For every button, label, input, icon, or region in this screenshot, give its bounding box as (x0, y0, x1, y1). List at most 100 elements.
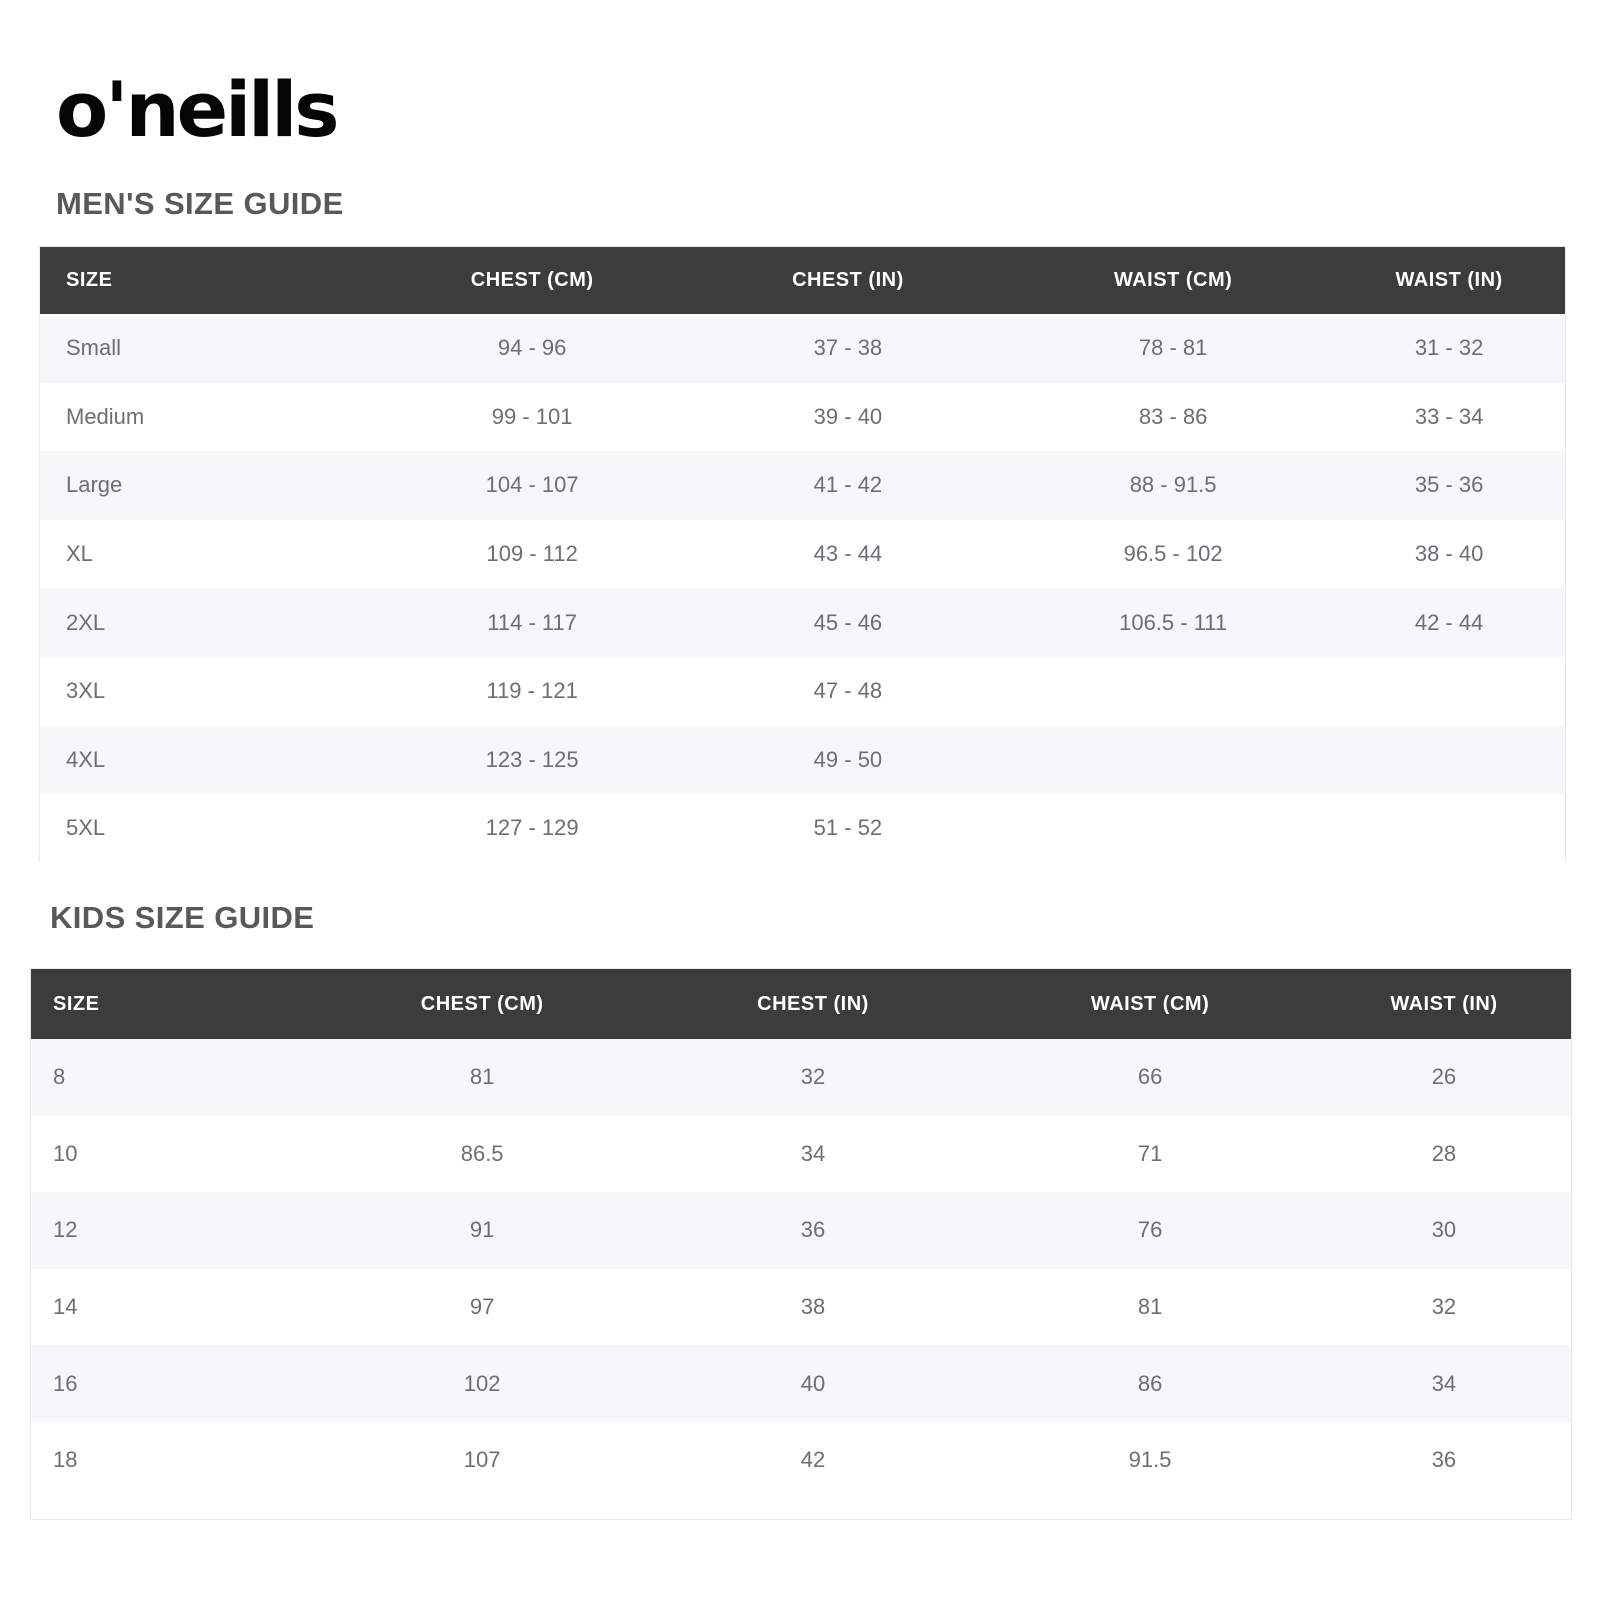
mens-size-table-card: SIZE CHEST (CM) CHEST (IN) WAIST (CM) WA… (39, 246, 1566, 863)
cell-chest-in: 39 - 40 (813, 403, 883, 429)
cell-waist-in: 31 - 32 (1414, 335, 1484, 361)
cell-chest-cm: 86.5 (460, 1140, 504, 1166)
kids-header-chest-cm: CHEST (CM) (323, 969, 655, 1039)
kids-table-body: 8 81 32 66 26 10 86.5 34 71 28 12 91 36 76 30 14 97 38… (31, 1039, 1571, 1499)
table-row: 10 86.5 34 71 28 (31, 1115, 1571, 1193)
table-row: 4XL 123 - 125 49 - 50 (40, 725, 1565, 795)
cell-size: 14 (53, 1294, 78, 1320)
cell-chest-cm: 114 - 117 (487, 609, 577, 635)
kids-header-chest-in: CHEST (IN) (654, 969, 988, 1039)
kids-header-waist-cm: WAIST (CM) (987, 969, 1317, 1039)
table-row: 12 91 36 76 30 (31, 1192, 1571, 1269)
cell-size: Large (66, 472, 123, 498)
cell-chest-cm: 102 (463, 1370, 501, 1396)
cell-waist-cm: 66 (1137, 1064, 1163, 1090)
kids-size-table-card: SIZE CHEST (CM) CHEST (IN) WAIST (CM) WA… (30, 968, 1572, 1520)
cell-size: 2XL (66, 609, 106, 635)
cell-size: Medium (66, 403, 145, 429)
cell-chest-cm: 94 - 96 (497, 335, 567, 361)
mens-size-guide-title: MEN'S SIZE GUIDE (56, 186, 344, 221)
table-row: 18 107 42 91.5 36 (31, 1421, 1571, 1499)
cell-chest-cm: 81 (469, 1064, 495, 1090)
cell-waist-cm: 78 - 81 (1138, 335, 1208, 361)
cell-waist-cm: 96.5 - 102 (1123, 541, 1223, 567)
cell-waist-in: 38 - 40 (1414, 541, 1484, 567)
cell-chest-in: 38 (800, 1294, 826, 1320)
table-row: Large 104 - 107 41 - 42 88 - 91.5 35 - 36 (40, 451, 1565, 520)
cell-waist-in: 42 - 44 (1414, 609, 1484, 635)
cell-chest-in: 47 - 48 (813, 678, 883, 704)
cell-size: 3XL (66, 678, 106, 704)
table-row: Medium 99 - 101 39 - 40 83 - 86 33 - 34 (40, 382, 1565, 452)
oneills-logo-text: o'neills (56, 65, 340, 154)
cell-waist-in: 36 (1431, 1447, 1457, 1473)
cell-size: 12 (53, 1217, 78, 1243)
cell-size: XL (66, 541, 93, 567)
cell-waist-in: 26 (1431, 1064, 1457, 1090)
table-row: 16 102 40 86 34 (31, 1345, 1571, 1422)
cell-chest-cm: 104 - 107 (485, 472, 579, 498)
cell-size: 8 (53, 1064, 66, 1090)
mens-table-body: Small 94 - 96 37 - 38 78 - 81 31 - 32 Medium… (40, 314, 1565, 863)
cell-waist-cm: 83 - 86 (1138, 403, 1208, 429)
cell-chest-in: 40 (800, 1370, 826, 1396)
cell-size: 10 (53, 1140, 78, 1166)
cell-waist-cm: 71 (1137, 1140, 1163, 1166)
mens-header-row: SIZE CHEST (CM) CHEST (IN) WAIST (CM) WA… (40, 247, 1565, 314)
cell-chest-cm: 123 - 125 (485, 746, 579, 772)
cell-chest-in: 36 (800, 1217, 826, 1243)
cell-size: 5XL (66, 815, 106, 841)
cell-waist-cm: 88 - 91.5 (1129, 472, 1217, 498)
mens-header-waist-in: WAIST (IN) (1333, 247, 1565, 314)
cell-waist-in: 30 (1431, 1217, 1457, 1243)
cell-waist-in: 32 (1431, 1294, 1457, 1320)
cell-chest-cm: 99 - 101 (491, 403, 573, 429)
cell-chest-cm: 91 (469, 1217, 495, 1243)
cell-chest-cm: 97 (469, 1294, 495, 1320)
cell-waist-cm: 91.5 (1128, 1447, 1172, 1473)
table-row: 14 97 38 81 32 (31, 1268, 1571, 1346)
cell-size: 18 (53, 1447, 78, 1473)
cell-waist-cm: 106.5 - 111 (1119, 609, 1228, 635)
cell-waist-cm (1019, 794, 1333, 863)
cell-chest-in: 41 - 42 (813, 472, 883, 498)
cell-waist-in: 33 - 34 (1414, 403, 1484, 429)
cell-waist-in: 28 (1431, 1140, 1457, 1166)
brand-logo: o'neills (56, 65, 340, 154)
cell-waist-in (1333, 726, 1565, 795)
cell-chest-in: 34 (800, 1140, 826, 1166)
cell-chest-in: 32 (800, 1064, 826, 1090)
kids-header-row: SIZE CHEST (CM) CHEST (IN) WAIST (CM) WA… (31, 969, 1571, 1039)
cell-waist-in: 35 - 36 (1414, 472, 1484, 498)
cell-chest-cm: 109 - 112 (486, 541, 578, 567)
table-row: 3XL 119 - 121 47 - 48 (40, 656, 1565, 726)
kids-table-head: SIZE CHEST (CM) CHEST (IN) WAIST (CM) WA… (31, 969, 1571, 1039)
mens-header-chest-cm: CHEST (CM) (375, 247, 699, 314)
kids-size-table: SIZE CHEST (CM) CHEST (IN) WAIST (CM) WA… (31, 969, 1571, 1499)
cell-waist-cm: 81 (1137, 1294, 1163, 1320)
mens-table-head: SIZE CHEST (CM) CHEST (IN) WAIST (CM) WA… (40, 247, 1565, 314)
cell-size: Small (66, 335, 122, 361)
table-row: 2XL 114 - 117 45 - 46 106.5 - 111 42 - 44 (40, 588, 1565, 657)
cell-waist-in (1333, 794, 1565, 863)
cell-chest-in: 43 - 44 (813, 541, 883, 567)
table-row: XL 109 - 112 43 - 44 96.5 - 102 38 - 40 (40, 519, 1565, 589)
table-row: Small 94 - 96 37 - 38 78 - 81 31 - 32 (40, 314, 1565, 383)
cell-waist-in (1333, 657, 1565, 726)
mens-header-size: SIZE (40, 247, 376, 314)
cell-waist-in: 34 (1431, 1370, 1457, 1396)
cell-waist-cm (1019, 657, 1333, 726)
cell-chest-cm: 107 (463, 1447, 501, 1473)
cell-size: 4XL (66, 746, 106, 772)
cell-chest-in: 49 - 50 (813, 746, 883, 772)
mens-size-table: SIZE CHEST (CM) CHEST (IN) WAIST (CM) WA… (40, 247, 1565, 863)
kids-header-size: SIZE (31, 969, 324, 1039)
cell-chest-in: 51 - 52 (813, 815, 883, 841)
cell-chest-cm: 127 - 129 (485, 815, 579, 841)
cell-waist-cm: 76 (1137, 1217, 1163, 1243)
cell-waist-cm: 86 (1137, 1370, 1163, 1396)
cell-waist-cm (1019, 726, 1333, 795)
mens-header-chest-in: CHEST (IN) (698, 247, 1020, 314)
mens-header-waist-cm: WAIST (CM) (1019, 247, 1334, 314)
